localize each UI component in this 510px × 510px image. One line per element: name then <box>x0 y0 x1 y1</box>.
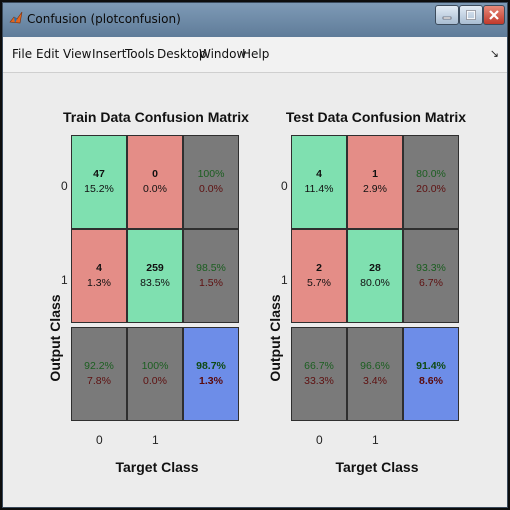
train-row0-summary: 100% 0.0% <box>183 135 239 229</box>
summary-correct: 92.2% <box>84 360 114 372</box>
summary-wrong: 6.7% <box>419 277 443 289</box>
summary-wrong: 3.4% <box>363 375 387 387</box>
train-overall-accuracy: 98.7% 1.3% <box>183 327 239 421</box>
maximize-button[interactable] <box>459 5 483 25</box>
test-cell-fp10: 2 5.7% <box>291 229 347 323</box>
dock-arrow-icon[interactable]: ↘ <box>489 47 499 60</box>
cell-count: 4 <box>316 168 322 180</box>
cell-count: 4 <box>96 262 102 274</box>
test-y-tick-0: 0 <box>281 179 288 193</box>
test-confusion-panel: Test Data Confusion Matrix Output Class … <box>251 73 501 505</box>
train-cell-fp01: 0 0.0% <box>127 135 183 229</box>
summary-correct: 98.7% <box>196 360 226 372</box>
close-button[interactable] <box>483 5 505 25</box>
train-y-tick-0: 0 <box>61 179 68 193</box>
window-title: Confusion (plotconfusion) <box>27 12 181 26</box>
menu-help[interactable]: Help <box>242 47 270 61</box>
cell-count: 28 <box>369 262 381 274</box>
train-cell-fp10: 4 1.3% <box>71 229 127 323</box>
summary-correct: 66.7% <box>304 360 334 372</box>
test-overall-accuracy: 91.4% 8.6% <box>403 327 459 421</box>
cell-percent: 5.7% <box>307 277 331 289</box>
cell-percent: 1.3% <box>87 277 111 289</box>
cell-count: 1 <box>372 168 378 180</box>
cell-count: 2 <box>316 262 322 274</box>
minimize-button[interactable] <box>435 5 459 25</box>
summary-correct: 100% <box>197 168 225 180</box>
train-x-axis-label: Target Class <box>115 459 199 475</box>
figure-canvas: Train Data Confusion Matrix Output Class… <box>3 73 507 507</box>
train-x-tick-1: 1 <box>152 433 159 447</box>
summary-correct: 100% <box>141 360 169 372</box>
train-chart-title: Train Data Confusion Matrix <box>63 109 249 125</box>
summary-wrong: 20.0% <box>416 183 446 195</box>
summary-correct: 98.5% <box>196 262 226 274</box>
minimize-icon <box>442 16 452 20</box>
summary-wrong: 0.0% <box>199 183 223 195</box>
title-bar[interactable]: Confusion (plotconfusion) <box>3 3 507 37</box>
test-cell-tp1: 28 80.0% <box>347 229 403 323</box>
train-col0-summary: 92.2% 7.8% <box>71 327 127 421</box>
summary-correct: 91.4% <box>416 360 446 372</box>
train-cell-tp0: 47 15.2% <box>71 135 127 229</box>
train-y-tick-1: 1 <box>61 273 68 287</box>
test-cell-fp01: 1 2.9% <box>347 135 403 229</box>
summary-wrong: 1.3% <box>199 375 223 387</box>
summary-wrong: 33.3% <box>304 375 334 387</box>
cell-percent: 80.0% <box>360 277 390 289</box>
menu-file[interactable]: File <box>12 47 33 61</box>
menu-edit[interactable]: Edit <box>36 47 60 61</box>
menu-tools[interactable]: Tools <box>125 47 155 61</box>
test-row0-summary: 80.0% 20.0% <box>403 135 459 229</box>
train-y-axis-label: Output Class <box>47 294 63 382</box>
test-x-axis-label: Target Class <box>335 459 419 475</box>
summary-wrong: 8.6% <box>419 375 443 387</box>
train-col1-summary: 100% 0.0% <box>127 327 183 421</box>
train-cell-tp1: 259 83.5% <box>127 229 183 323</box>
menu-view[interactable]: View <box>63 47 92 61</box>
menu-desktop[interactable]: Desktop <box>157 47 207 61</box>
cell-percent: 11.4% <box>304 183 334 195</box>
summary-correct: 80.0% <box>416 168 446 180</box>
cell-percent: 0.0% <box>143 183 167 195</box>
close-icon <box>489 10 499 20</box>
summary-correct: 96.6% <box>360 360 390 372</box>
test-y-axis-label: Output Class <box>267 294 283 382</box>
cell-count: 259 <box>146 262 164 274</box>
cell-count: 0 <box>152 168 158 180</box>
train-x-tick-0: 0 <box>96 433 103 447</box>
train-row1-summary: 98.5% 1.5% <box>183 229 239 323</box>
menu-bar: File Edit View Insert Tools Desktop Wind… <box>3 37 507 73</box>
test-x-tick-0: 0 <box>316 433 323 447</box>
summary-correct: 93.3% <box>416 262 446 274</box>
cell-percent: 83.5% <box>140 277 170 289</box>
menu-window[interactable]: Window <box>199 47 247 61</box>
summary-wrong: 7.8% <box>87 375 111 387</box>
summary-wrong: 1.5% <box>199 277 223 289</box>
test-y-tick-1: 1 <box>281 273 288 287</box>
cell-count: 47 <box>93 168 105 180</box>
summary-wrong: 0.0% <box>143 375 167 387</box>
test-cell-tp0: 4 11.4% <box>291 135 347 229</box>
cell-percent: 2.9% <box>363 183 387 195</box>
test-row1-summary: 93.3% 6.7% <box>403 229 459 323</box>
test-x-tick-1: 1 <box>372 433 379 447</box>
menu-insert[interactable]: Insert <box>92 47 127 61</box>
test-col0-summary: 66.7% 33.3% <box>291 327 347 421</box>
maximize-icon <box>466 10 476 20</box>
train-confusion-panel: Train Data Confusion Matrix Output Class… <box>31 73 281 505</box>
test-col1-summary: 96.6% 3.4% <box>347 327 403 421</box>
matlab-logo-icon <box>9 11 23 25</box>
cell-percent: 15.2% <box>84 183 114 195</box>
test-chart-title: Test Data Confusion Matrix <box>285 109 467 125</box>
